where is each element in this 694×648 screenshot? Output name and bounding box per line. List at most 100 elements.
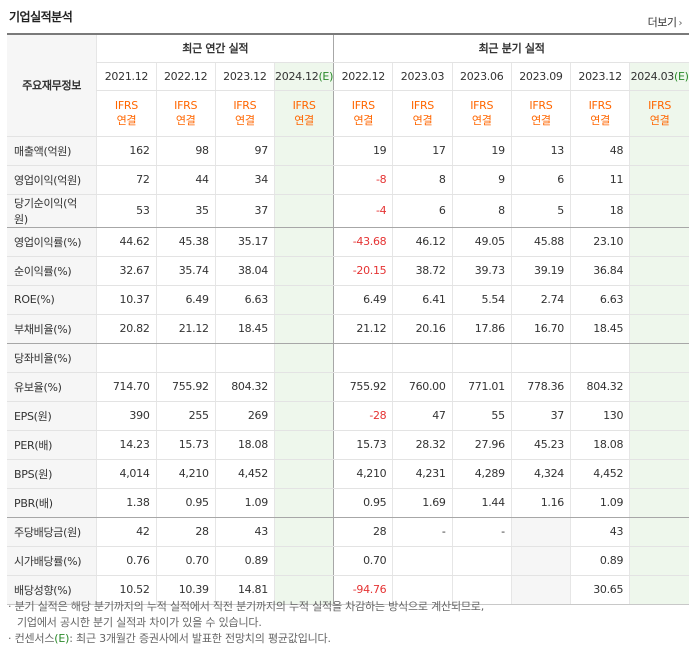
ifrs-label: IFRS (114, 99, 138, 112)
table-cell (629, 517, 689, 547)
table-cell: -20.15 (333, 256, 393, 286)
consolidated-label: 연결 (590, 114, 610, 127)
table-cell: 0.95 (333, 488, 393, 518)
ifrs-basis-header: IFRS 연결 (510, 90, 571, 137)
table-row: 매출액(억원) 162 98 97 19 17 19 13 48 (7, 136, 689, 166)
row-label: BPS(원) (7, 459, 97, 489)
table-cell (96, 343, 157, 373)
footnote-1: · 분기 실적은 해당 분기까지의 누적 실적에서 직전 분기까지의 누적 실적… (8, 600, 485, 613)
quarter-header: 2023.09 (510, 62, 571, 91)
table-cell (214, 343, 275, 373)
quarter-label: 2024.03 (630, 69, 675, 83)
table-cell (629, 285, 689, 315)
table-cell: 1.09 (214, 488, 275, 518)
table-cell: 771.01 (451, 372, 512, 402)
row-label: 당기순이익(억원) (7, 194, 97, 228)
table-cell: 36.84 (569, 256, 630, 286)
table-cell: 20.82 (96, 314, 157, 344)
consolidated-label: 연결 (175, 114, 196, 127)
table-cell: 44.62 (96, 227, 157, 257)
table-row: EPS(원) 390 255 269 -28 47 55 37 130 (7, 401, 689, 431)
table-cell: 14.81 (214, 575, 275, 605)
ifrs-basis-header: IFRS 연결 (392, 90, 453, 137)
table-cell: 42 (96, 517, 157, 547)
table-cell (451, 575, 512, 605)
table-cell: -8 (333, 165, 393, 195)
table-cell: 45.23 (510, 430, 571, 460)
consolidated-label: 연결 (471, 114, 492, 127)
table-cell: 38.72 (392, 256, 453, 286)
table-cell: 10.37 (96, 285, 157, 315)
table-cell: 6.41 (392, 285, 453, 315)
table-cell: 4,452 (569, 459, 630, 489)
row-label: PBR(배) (7, 488, 97, 518)
footnotes: · 분기 실적은 해당 분기까지의 누적 실적에서 직전 분기까지의 누적 실적… (8, 599, 484, 647)
table-cell (273, 343, 334, 373)
table-row: 당좌비율(%) (7, 343, 689, 373)
estimate-mark: (E) (318, 69, 334, 83)
table-cell: 5 (510, 194, 571, 228)
table-cell: 269 (214, 401, 275, 431)
ifrs-label: IFRS (174, 99, 198, 112)
year-header: 2021.12 (96, 62, 157, 91)
table-cell: 98 (155, 136, 216, 166)
table-cell: 34 (214, 165, 275, 195)
table-cell (629, 194, 689, 228)
table-row: 영업이익률(%) 44.62 45.38 35.17 -43.68 46.12 49.05 4… (7, 227, 689, 257)
row-label: 영업이익(억원) (7, 165, 97, 195)
table-cell: 21.12 (155, 314, 216, 344)
table-cell (273, 165, 334, 195)
table-cell (273, 430, 334, 460)
table-cell: 55 (451, 401, 512, 431)
table-cell (273, 517, 334, 547)
table-cell (273, 136, 334, 166)
table-cell: 15.73 (333, 430, 393, 460)
table-cell: 6.49 (333, 285, 393, 315)
table-cell: 10.39 (155, 575, 216, 605)
table-row: 배당성향(%) 10.52 10.39 14.81 -94.76 30.65 (7, 575, 689, 605)
table-cell: 28 (333, 517, 393, 547)
table-cell (273, 194, 334, 228)
table-row: 순이익률(%) 32.67 35.74 38.04 -20.15 38.72 39.73 39… (7, 256, 689, 286)
table-row: 주당배당금(원) 42 28 43 28- -43 (7, 517, 689, 547)
table-cell (629, 165, 689, 195)
table-cell: 804.32 (569, 372, 630, 402)
table-cell: 14.23 (96, 430, 157, 460)
table-cell: 47 (392, 401, 453, 431)
table-cell: 18.08 (214, 430, 275, 460)
table-cell (451, 546, 512, 576)
table-cell: 255 (155, 401, 216, 431)
row-label: 영업이익률(%) (7, 227, 97, 257)
table-cell: 760.00 (392, 372, 453, 402)
table-cell: 35.74 (155, 256, 216, 286)
consolidated-label: 연결 (353, 114, 374, 127)
table-cell: 778.36 (510, 372, 571, 402)
ifrs-basis-header: IFRS 연결 (451, 90, 512, 137)
table-cell: 4,289 (451, 459, 512, 489)
table-cell: 804.32 (214, 372, 275, 402)
more-label: 더보기 (647, 16, 677, 29)
table-cell (273, 459, 334, 489)
table-row: 유보율(%) 714.70 755.92 804.32 755.92 760.00 771.… (7, 372, 689, 402)
table-cell: -94.76 (333, 575, 393, 605)
table-cell (392, 343, 453, 373)
table-cell: 6 (510, 165, 571, 195)
table-cell: -43.68 (333, 227, 393, 257)
ifrs-label: IFRS (410, 99, 434, 112)
table-cell: 0.76 (96, 546, 157, 576)
quarter-group-header: 최근 분기 실적 (333, 33, 689, 63)
table-cell: 4,231 (392, 459, 453, 489)
year-header: 2023.12 (214, 62, 275, 91)
table-cell: 45.38 (155, 227, 216, 257)
row-label: 매출액(억원) (7, 136, 97, 166)
more-link[interactable]: 더보기 › (647, 14, 683, 30)
table-cell: 18.45 (569, 314, 630, 344)
footnote-2: · 컨센서스(E): 최근 3개월간 증권사에서 발표한 전망치의 평균값입니다… (8, 631, 484, 647)
quarter-header-estimate: 2024.03(E) (629, 62, 689, 91)
table-cell: 45.88 (510, 227, 571, 257)
table-cell: 19 (451, 136, 512, 166)
table-cell: 13 (510, 136, 571, 166)
row-label: 당좌비율(%) (7, 343, 97, 373)
table-cell (629, 459, 689, 489)
row-label: 부채비율(%) (7, 314, 97, 344)
